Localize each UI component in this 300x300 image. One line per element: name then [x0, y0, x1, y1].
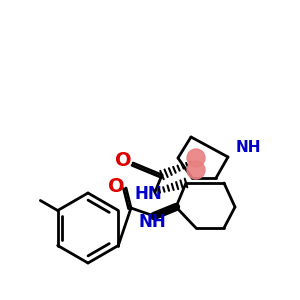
Text: HN: HN	[134, 185, 162, 203]
Text: NH: NH	[236, 140, 262, 155]
Circle shape	[187, 149, 205, 167]
Circle shape	[187, 161, 205, 179]
Text: NH: NH	[138, 213, 166, 231]
Text: O: O	[108, 176, 124, 196]
Text: O: O	[115, 152, 131, 170]
